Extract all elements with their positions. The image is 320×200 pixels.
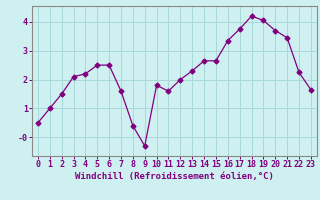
X-axis label: Windchill (Refroidissement éolien,°C): Windchill (Refroidissement éolien,°C) [75, 172, 274, 181]
